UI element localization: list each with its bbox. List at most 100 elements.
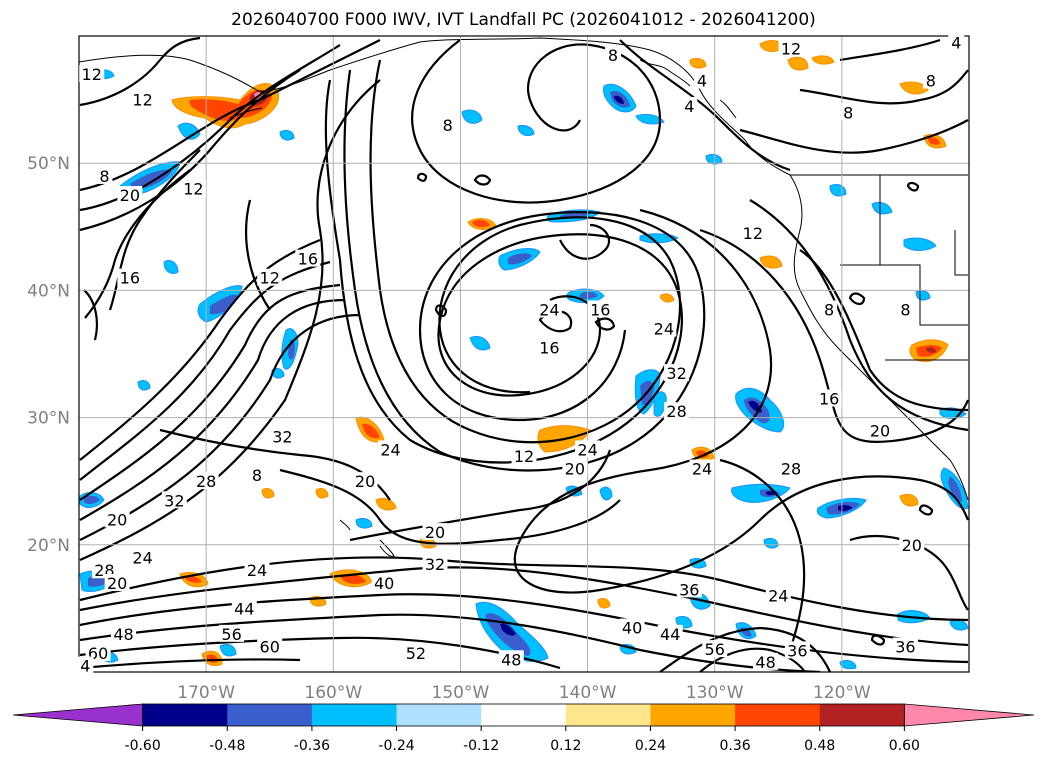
- contour-label: 20: [425, 523, 445, 542]
- contour-label: 36: [679, 580, 699, 599]
- contour-label-bg: [244, 561, 270, 579]
- contour-label-bg: [619, 618, 645, 636]
- contour-label-bg: [180, 179, 206, 197]
- contour-label-bg: [664, 364, 690, 382]
- y-tick-label: 30°N: [27, 409, 70, 429]
- contour-label-bg: [130, 90, 156, 108]
- contour-label-bg: [403, 643, 429, 661]
- y-tick-label: 50°N: [27, 154, 70, 174]
- contour-label-bg: [422, 554, 448, 572]
- contour-label: 36: [787, 641, 807, 660]
- colorbar-tick-label: -0.24: [378, 738, 414, 754]
- colorbar-tick-label: 0.60: [889, 738, 920, 754]
- colorbar-swatch: [735, 704, 821, 726]
- contour-label-bg: [498, 650, 524, 668]
- contour-label-bg: [352, 472, 378, 490]
- contour-label-bg: [257, 637, 283, 655]
- colorbar-tick-label: 0.12: [550, 738, 581, 754]
- colorbar-swatch: [12, 703, 144, 727]
- contour-label-bg: [422, 523, 448, 541]
- contour-label: 36: [895, 638, 915, 657]
- x-tick-label: 140°W: [559, 683, 617, 703]
- contour-label-bg: [269, 427, 295, 445]
- contour-label: 12: [260, 269, 280, 288]
- contour-label-bg: [784, 641, 810, 659]
- colorbar-swatch: [819, 704, 905, 726]
- contour-label: 16: [590, 300, 610, 319]
- contour-label: 8: [843, 103, 853, 122]
- contour-label-bg: [104, 510, 130, 528]
- contour-label-bg: [378, 440, 403, 458]
- y-tick-label: 40°N: [27, 281, 70, 301]
- contour-label: 24: [132, 549, 152, 568]
- contour-label: 60: [260, 638, 280, 657]
- contour-label-bg: [922, 71, 939, 89]
- contour-label: 28: [666, 402, 686, 421]
- contour-label: 40: [374, 574, 394, 593]
- x-tick-label: 120°W: [813, 683, 871, 703]
- contour-label: 48: [113, 625, 133, 644]
- contour-label-bg: [231, 599, 257, 617]
- contour-label-bg: [740, 224, 766, 242]
- contour-label-bg: [130, 548, 156, 566]
- contour-label: 8: [824, 300, 834, 319]
- contour-label-bg: [575, 440, 601, 458]
- contour-label-bg: [821, 300, 838, 318]
- contour-label-bg: [605, 46, 621, 64]
- contour-label-bg: [694, 71, 710, 89]
- contour-label-bg: [111, 624, 136, 642]
- contour-label: 28: [196, 472, 216, 491]
- contour-label: 8: [99, 167, 109, 186]
- contour-label-bg: [587, 300, 613, 318]
- coastlines: [79, 37, 969, 557]
- contour-label: 56: [221, 625, 241, 644]
- contour-label: 44: [660, 625, 680, 644]
- y-tick-label: 20°N: [27, 536, 70, 556]
- contour-label: 24: [539, 300, 559, 319]
- contour-label-bg: [511, 446, 537, 464]
- contour-label: 8: [900, 300, 910, 319]
- contour-label: 56: [705, 640, 725, 659]
- political-borders: [790, 174, 968, 361]
- contour-label-bg: [651, 319, 677, 337]
- colorbar-swatch: [142, 704, 228, 726]
- contour-label: 20: [120, 186, 140, 205]
- contour-label: 32: [164, 491, 184, 510]
- contour-label-bg: [689, 459, 715, 477]
- colorbar-tick-label: 0.24: [635, 738, 666, 754]
- contour-label: 20: [870, 421, 890, 440]
- contour-label-bg: [536, 300, 562, 318]
- contour-label-bg: [664, 402, 690, 420]
- colorbar-tick-label: -0.60: [125, 738, 161, 754]
- contour-label: 12: [82, 65, 102, 84]
- contour-label: 24: [654, 320, 674, 339]
- contour-label-bg: [899, 535, 925, 553]
- contour-label-bg: [562, 459, 588, 477]
- contour-label-bg: [778, 459, 804, 477]
- contour-label-bg: [219, 624, 245, 642]
- x-tick-label: 150°W: [432, 683, 490, 703]
- contour-label: 12: [132, 91, 152, 110]
- colorbar-swatch: [650, 704, 736, 726]
- contour-label: 16: [120, 269, 140, 288]
- iwv-contours: [79, 36, 969, 672]
- chart-title: 2026040700 F000 IWV, IVT Landfall PC (20…: [231, 10, 816, 30]
- contour-label-bg: [536, 338, 562, 356]
- contour-label: 16: [539, 339, 559, 358]
- x-tick-label: 160°W: [304, 683, 362, 703]
- contour-label: 48: [501, 650, 521, 669]
- colorbar-frame: [142, 703, 905, 727]
- contour-label: 20: [107, 574, 127, 593]
- contour-label: 8: [926, 72, 936, 91]
- contour-label-bg: [161, 491, 187, 509]
- contour-label-bg: [676, 580, 702, 598]
- colorbar-swatch: [481, 704, 567, 726]
- colorbar-swatch: [903, 703, 1035, 727]
- contour-label-bg: [948, 33, 965, 51]
- contour-label-bg: [439, 116, 456, 134]
- contour-label: 20: [902, 536, 922, 555]
- colorbar-tick-label: 0.36: [720, 738, 751, 754]
- colorbar-swatch: [311, 704, 398, 726]
- contour-label-bg: [816, 389, 842, 407]
- contour-label: 12: [781, 40, 801, 59]
